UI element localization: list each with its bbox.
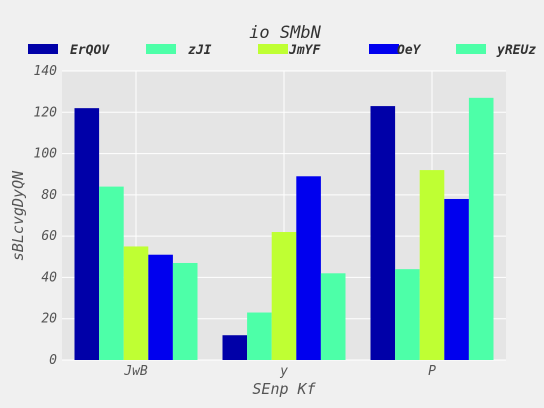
bar (99, 186, 124, 360)
bar (123, 246, 149, 360)
bar (370, 106, 396, 360)
bar (444, 198, 469, 360)
legend-label: yREUz (496, 43, 536, 58)
legend: ErQOV zJI JmYF OeY yREUz (28, 43, 536, 58)
legend-label: OeY (397, 43, 422, 58)
y-tick-label: 0 (49, 353, 57, 368)
bar (320, 273, 346, 360)
y-tick-label: 20 (41, 312, 57, 327)
bar (395, 269, 420, 360)
legend-label: ErQOV (70, 43, 110, 58)
bar (247, 312, 272, 360)
legend-swatch (146, 44, 176, 54)
y-axis: 0 20 40 60 80 100 120 140 (34, 64, 58, 368)
y-tick-label: 100 (34, 147, 58, 162)
x-tick-label: P (428, 364, 436, 379)
legend-swatch (258, 44, 288, 54)
y-tick-label: 60 (41, 229, 57, 244)
x-axis-label: SEnp Kf (252, 380, 316, 398)
y-tick-label: 80 (41, 188, 57, 203)
y-tick-label: 140 (34, 64, 58, 79)
legend-label: zJI (188, 43, 212, 58)
bar (419, 170, 445, 360)
bar (74, 108, 100, 361)
bars (74, 97, 494, 361)
x-axis: JwB y P (123, 364, 436, 379)
bar (222, 335, 248, 360)
x-tick-label: JwB (123, 364, 148, 379)
y-tick-label: 40 (41, 270, 57, 285)
bar (148, 254, 173, 360)
legend-swatch (369, 44, 399, 54)
chart-title: io SMbN (249, 23, 321, 43)
legend-swatch (28, 44, 58, 54)
legend-swatch (456, 44, 486, 54)
bar (296, 176, 321, 360)
y-axis-label: sBLcvgDyQN (9, 170, 27, 261)
bar (172, 262, 198, 360)
legend-label: JmYF (288, 43, 321, 58)
bar (271, 232, 297, 360)
y-tick-label: 120 (34, 105, 58, 120)
bar (468, 97, 494, 360)
x-tick-label: y (279, 364, 288, 379)
